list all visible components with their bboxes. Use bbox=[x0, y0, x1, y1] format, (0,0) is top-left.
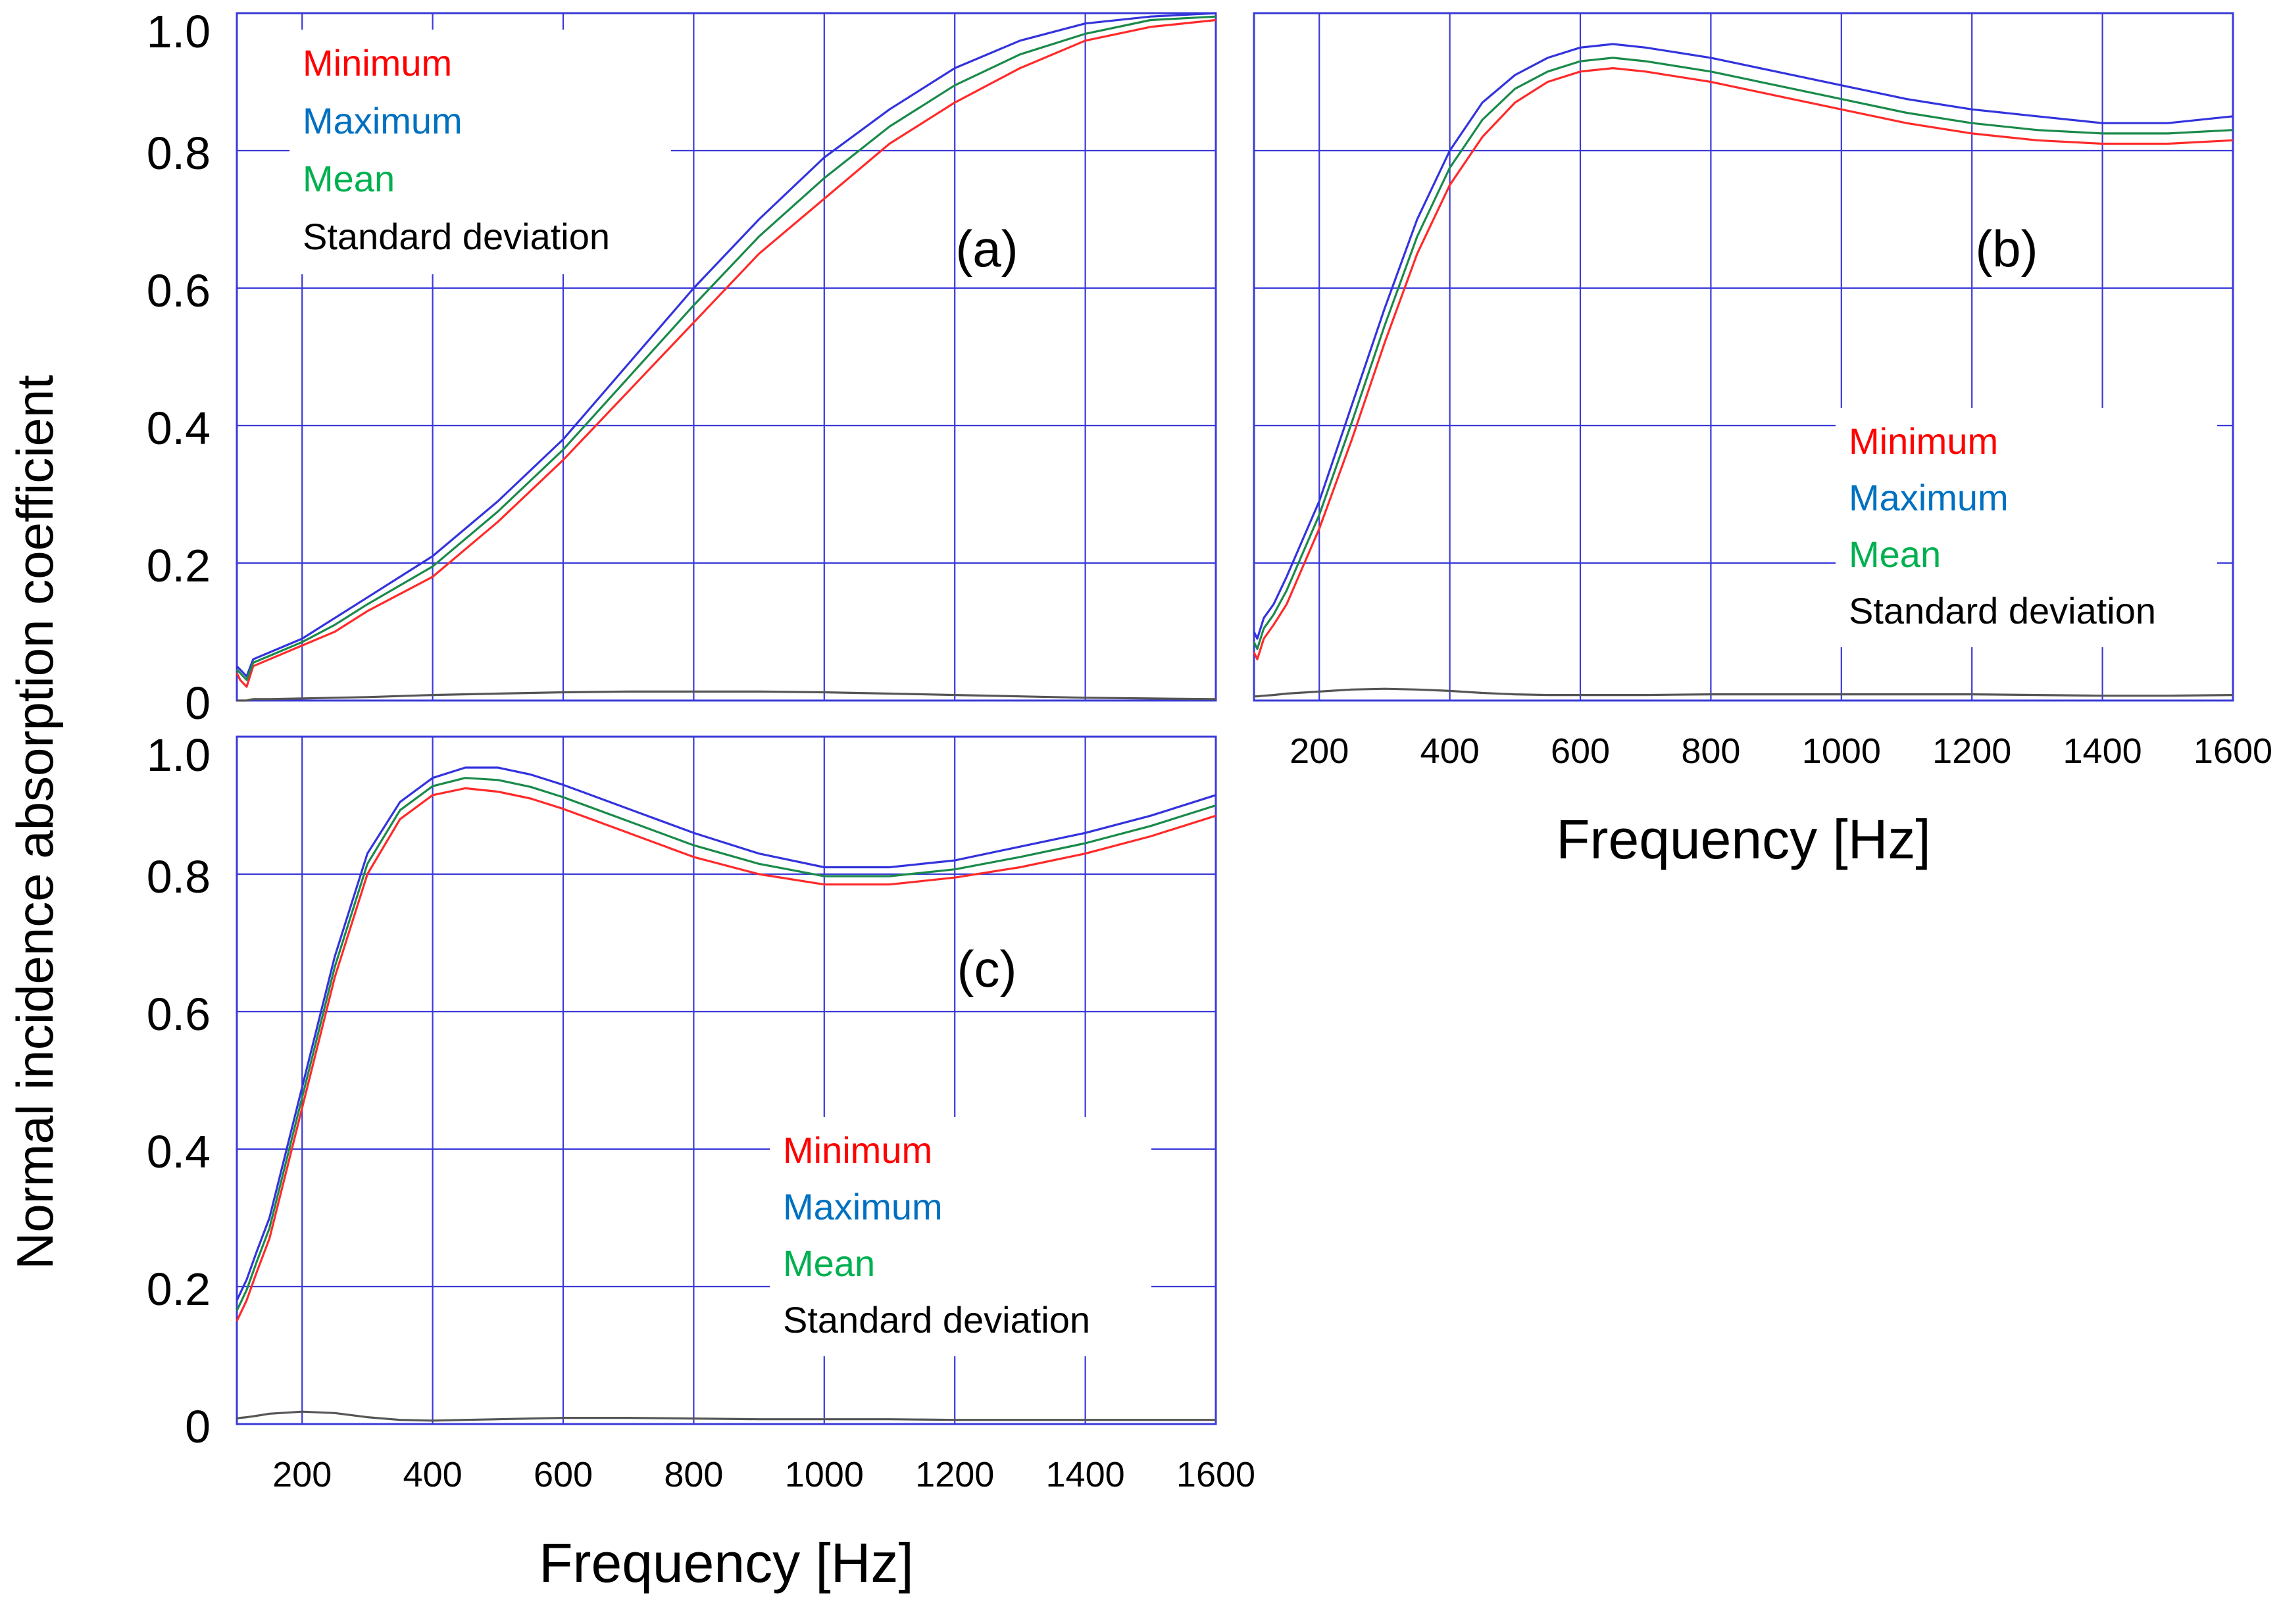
y-tick-label: 0.4 bbox=[147, 1126, 211, 1177]
x-tick-label: 600 bbox=[1551, 731, 1610, 771]
y-tick-label: 1.0 bbox=[147, 6, 211, 57]
panel-c: 200 400 600 800 1000 1200 1400 1600 0 0.2 0.4 0.6 0.… bbox=[147, 729, 1255, 1594]
x-tick-label: 600 bbox=[534, 1455, 593, 1494]
series-line-maximum bbox=[236, 12, 1216, 678]
x-tick-label: 1000 bbox=[1802, 731, 1881, 771]
y-tick-label: 0.4 bbox=[147, 403, 211, 454]
legend-item-mean: Mean bbox=[783, 1243, 875, 1284]
series-line-standard-deviation bbox=[236, 1410, 1216, 1422]
chart-panels: 0 0.2 0.4 0.6 0.8 1.0 (a) Minimum Maximum Mean Sta… bbox=[147, 6, 2272, 1594]
legend-item-standard-deviation: Standard deviation bbox=[303, 216, 610, 257]
x-tick-label: 1200 bbox=[915, 1455, 994, 1494]
legend-item-maximum: Maximum bbox=[1849, 477, 2009, 518]
y-tick-label: 0.8 bbox=[147, 851, 211, 902]
x-tick-label: 800 bbox=[664, 1455, 723, 1494]
series-line-mean bbox=[1253, 57, 2234, 651]
legend-item-minimum: Minimum bbox=[303, 42, 452, 84]
panel-label-b: (b) bbox=[1975, 220, 2038, 278]
legend-item-standard-deviation: Standard deviation bbox=[1849, 590, 2156, 631]
x-tick-label: 200 bbox=[1290, 731, 1349, 771]
panel-label-c: (c) bbox=[957, 940, 1017, 998]
series-line-standard-deviation bbox=[1254, 687, 2234, 698]
y-tick-label: 0.2 bbox=[147, 540, 211, 591]
y-tick-label: 0.6 bbox=[147, 989, 211, 1040]
x-tick-label: 800 bbox=[1681, 731, 1740, 771]
legend-b: Minimum Maximum Mean Standard deviation bbox=[1836, 408, 2217, 647]
y-tick-label: 0.8 bbox=[147, 128, 211, 179]
legend-item-standard-deviation: Standard deviation bbox=[783, 1299, 1090, 1341]
x-axis-label-c: Frequency [Hz] bbox=[539, 1532, 914, 1594]
panel-a: 0 0.2 0.4 0.6 0.8 1.0 (a) Minimum Maximum Mean Sta… bbox=[147, 6, 1217, 729]
panel-label-a: (a) bbox=[955, 220, 1018, 278]
legend-item-mean: Mean bbox=[1849, 533, 1941, 575]
y-tick-label: 0 bbox=[185, 1401, 211, 1452]
x-tick-label: 1600 bbox=[2193, 731, 2272, 771]
series-line-maximum bbox=[236, 766, 1216, 1301]
legend-item-maximum: Maximum bbox=[783, 1186, 943, 1227]
legend-item-minimum: Minimum bbox=[1849, 420, 1998, 462]
x-tick-label: 400 bbox=[403, 1455, 463, 1494]
series-line-mean bbox=[236, 15, 1216, 681]
legend-item-mean: Mean bbox=[303, 158, 395, 199]
y-axis-label: Normal incidence absorption coefficient bbox=[6, 375, 64, 1269]
series-line-maximum bbox=[1253, 43, 2234, 640]
x-tick-label: 400 bbox=[1420, 731, 1480, 771]
legend-item-maximum: Maximum bbox=[303, 100, 463, 141]
x-axis-label-b: Frequency [Hz] bbox=[1556, 808, 1931, 870]
x-tick-label: 1000 bbox=[785, 1455, 864, 1494]
y-tick-label: 1.0 bbox=[147, 729, 211, 781]
x-tick-label: 1600 bbox=[1176, 1455, 1255, 1494]
series-line-minimum bbox=[236, 18, 1216, 688]
x-tick-label: 1400 bbox=[1046, 1455, 1125, 1494]
legend-c: Minimum Maximum Mean Standard deviation bbox=[770, 1117, 1151, 1356]
x-tick-label: 200 bbox=[272, 1455, 332, 1494]
y-tick-label: 0.2 bbox=[147, 1264, 211, 1315]
panel-b: 200 400 600 800 1000 1200 1400 1600 (b) Minimum Ma… bbox=[1253, 12, 2272, 870]
y-tick-label: 0.6 bbox=[147, 265, 211, 316]
series-line-minimum bbox=[236, 787, 1216, 1321]
x-tick-label: 1400 bbox=[2063, 731, 2142, 771]
series-line-standard-deviation bbox=[237, 690, 1216, 702]
x-tick-label: 1200 bbox=[1932, 731, 2011, 771]
legend-item-minimum: Minimum bbox=[783, 1129, 932, 1171]
series-line-mean bbox=[236, 777, 1216, 1312]
y-tick-label: 0 bbox=[185, 677, 211, 729]
series-line-minimum bbox=[1253, 66, 2234, 660]
legend-a: Minimum Maximum Mean Standard deviation bbox=[289, 30, 671, 274]
